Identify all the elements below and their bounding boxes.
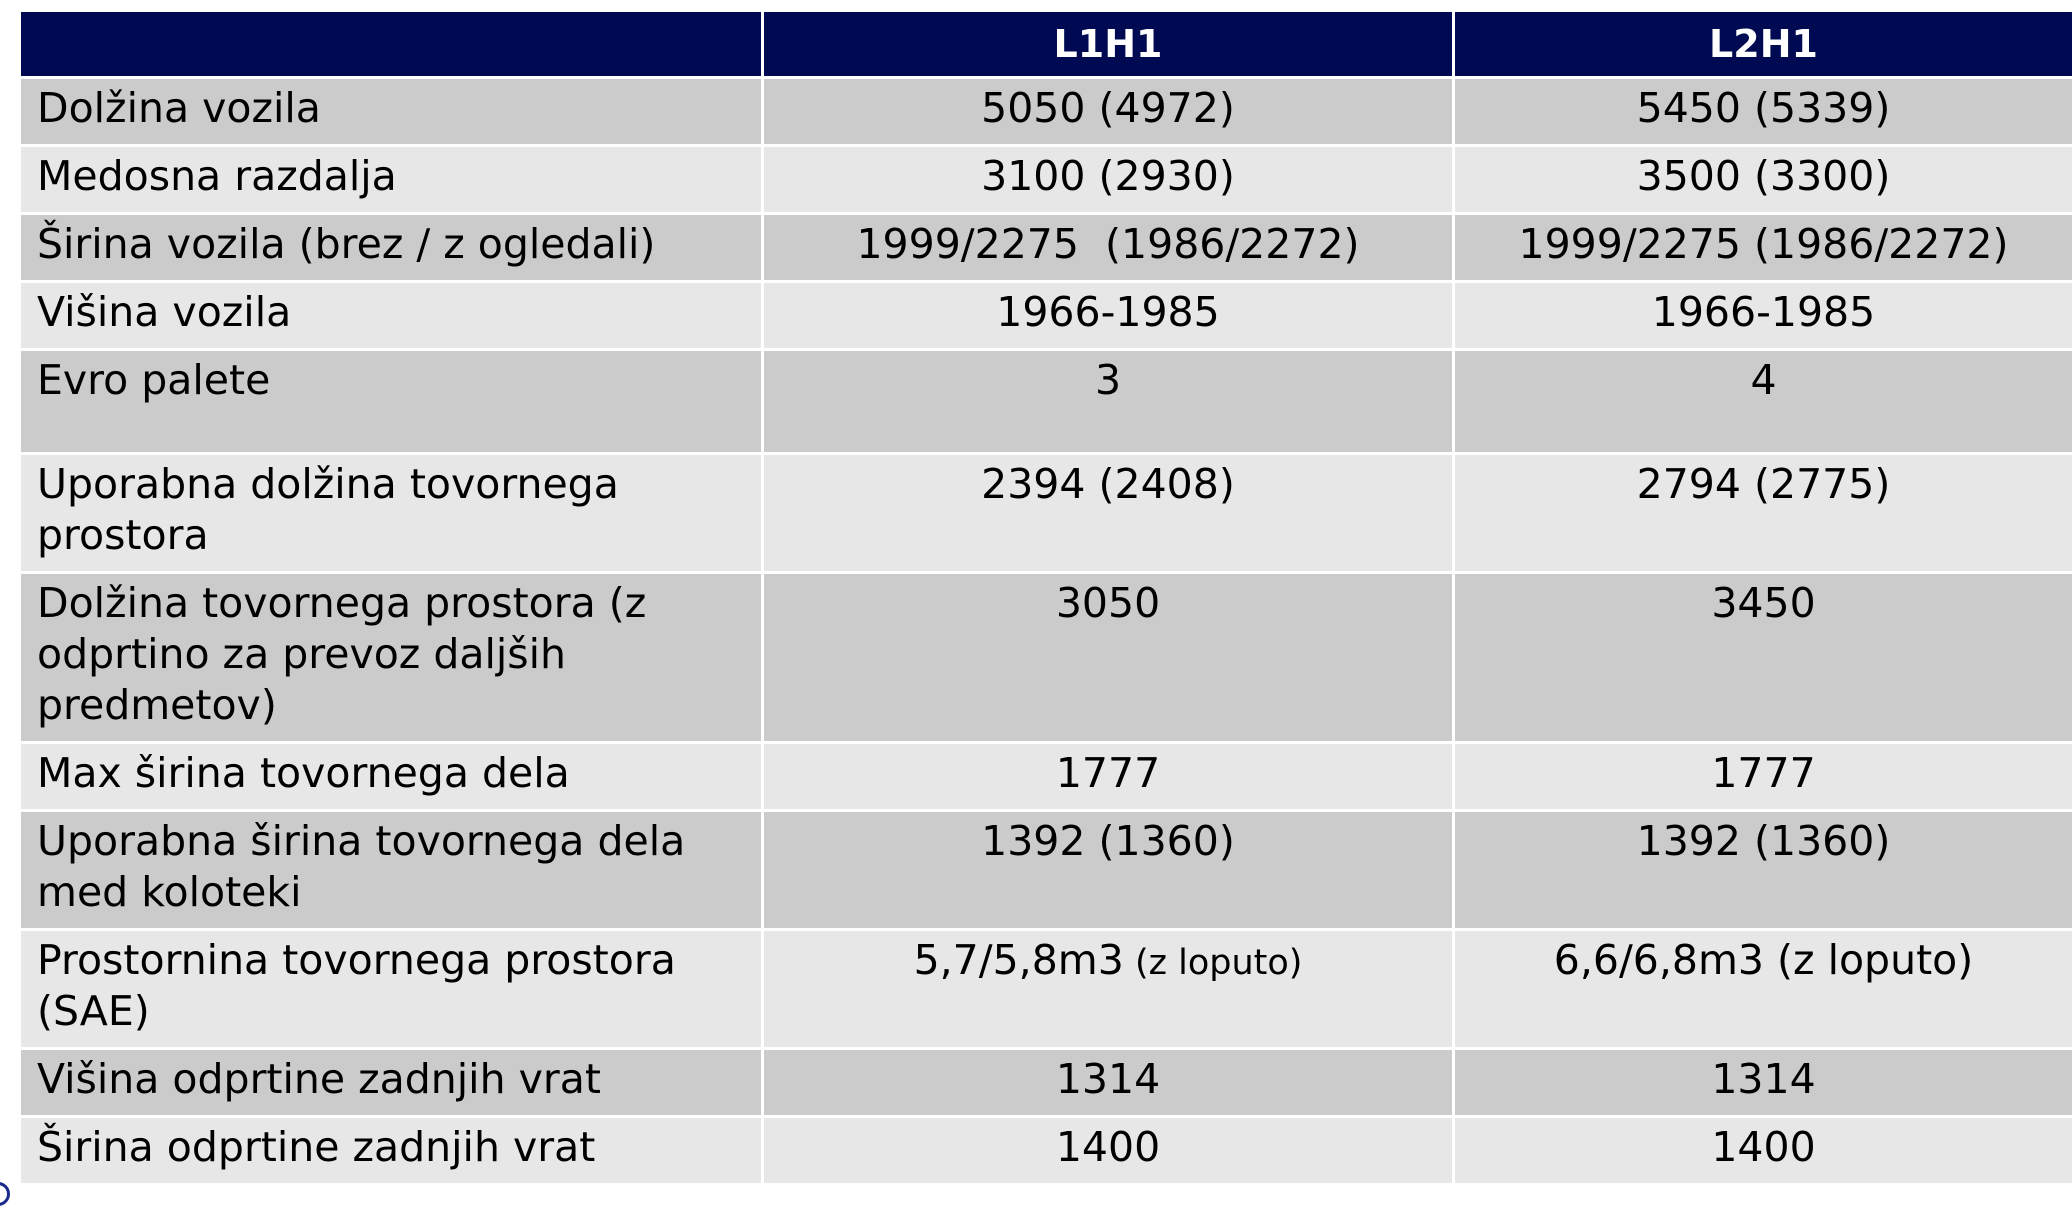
cell-l2h1: 1392 (1360) (1455, 812, 2072, 931)
cell-l2h1: 1999/2275 (1986/2272) (1455, 215, 2072, 283)
header-l1h1: L1H1 (764, 12, 1455, 79)
volume-value: 5,7/5,8m3 (913, 936, 1124, 984)
row-label: Prostornina tovornega prostora (SAE) (21, 931, 764, 1050)
cell-l2h1: 4 (1455, 351, 2072, 455)
cell-l1h1: 3100 (2930) (764, 147, 1455, 215)
cell-l1h1: 1314 (764, 1050, 1455, 1118)
cell-l2h1: 3500 (3300) (1455, 147, 2072, 215)
table-row: Max širina tovornega dela 1777 1777 (21, 744, 2072, 812)
cell-l2h1: 1314 (1455, 1050, 2072, 1118)
cell-l1h1: 1392 (1360) (764, 812, 1455, 931)
table-row: Evro palete 3 4 (21, 351, 2072, 455)
table-row: Širina vozila (brez / z ogledali) 1999/2… (21, 215, 2072, 283)
cell-l2h1: 3450 (1455, 574, 2072, 744)
table-row: Medosna razdalja 3100 (2930) 3500 (3300) (21, 147, 2072, 215)
table-row: Višina vozila 1966-1985 1966-1985 (21, 283, 2072, 351)
row-label: Višina odprtine zadnjih vrat (21, 1050, 764, 1118)
row-label: Dolžina tovornega prostora (z odprtino z… (21, 574, 764, 744)
cell-l2h1: 1966-1985 (1455, 283, 2072, 351)
table-row: Dolžina vozila 5050 (4972) 5450 (5339) (21, 79, 2072, 147)
row-label: Evro palete (21, 351, 764, 455)
table-row: Uporabna širina tovornega dela med kolot… (21, 812, 2072, 931)
circle-icon (0, 1182, 10, 1206)
cell-l1h1: 1966-1985 (764, 283, 1455, 351)
row-label: Širina odprtine zadnjih vrat (21, 1118, 764, 1186)
row-label: Dolžina vozila (21, 79, 764, 147)
cell-l1h1: 3050 (764, 574, 1455, 744)
cell-l2h1: 6,6/6,8m3 (z loputo) (1455, 931, 2072, 1050)
header-empty (21, 12, 764, 79)
row-label: Uporabna širina tovornega dela med kolot… (21, 812, 764, 931)
cell-l2h1: 2794 (2775) (1455, 455, 2072, 574)
row-label: Max širina tovornega dela (21, 744, 764, 812)
header-row: L1H1 L2H1 (21, 12, 2072, 79)
header-l2h1: L2H1 (1455, 12, 2072, 79)
cell-l2h1: 5450 (5339) (1455, 79, 2072, 147)
cell-l1h1: 1999/2275 (1986/2272) (764, 215, 1455, 283)
table-row: Prostornina tovornega prostora (SAE) 5,7… (21, 931, 2072, 1050)
spec-table: L1H1 L2H1 Dolžina vozila 5050 (4972) 545… (21, 12, 2072, 1186)
row-label: Širina vozila (brez / z ogledali) (21, 215, 764, 283)
cell-l1h1: 5,7/5,8m3 (z loputo) (764, 931, 1455, 1050)
row-label: Uporabna dolžina tovornega prostora (21, 455, 764, 574)
cell-l2h1: 1777 (1455, 744, 2072, 812)
cell-l1h1: 5050 (4972) (764, 79, 1455, 147)
row-label: Medosna razdalja (21, 147, 764, 215)
table-row: Višina odprtine zadnjih vrat 1314 1314 (21, 1050, 2072, 1118)
volume-note: (z loputo) (1123, 943, 1303, 983)
table-row: Širina odprtine zadnjih vrat 1400 1400 (21, 1118, 2072, 1186)
table-row: Uporabna dolžina tovornega prostora 2394… (21, 455, 2072, 574)
cell-l1h1: 2394 (2408) (764, 455, 1455, 574)
cell-l1h1: 1400 (764, 1118, 1455, 1186)
row-label: Višina vozila (21, 283, 764, 351)
table-row: Dolžina tovornega prostora (z odprtino z… (21, 574, 2072, 744)
cell-l2h1: 1400 (1455, 1118, 2072, 1186)
cell-l1h1: 1777 (764, 744, 1455, 812)
cell-l1h1: 3 (764, 351, 1455, 455)
